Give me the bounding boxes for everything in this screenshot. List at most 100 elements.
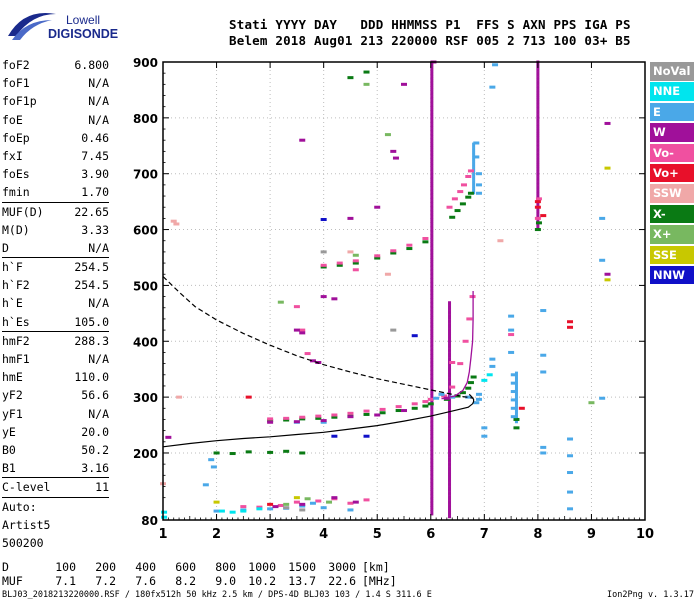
echo-point bbox=[304, 352, 311, 356]
echo-column-point bbox=[430, 159, 434, 163]
echo-column-point bbox=[448, 357, 452, 360]
echo-column-point bbox=[448, 450, 452, 454]
echo-column-point bbox=[430, 407, 434, 411]
echo-column-point bbox=[430, 454, 434, 458]
logo-line1: Lowell bbox=[66, 13, 100, 27]
echo-point bbox=[438, 392, 445, 396]
parameter-list: foF2 6.800 foF1 N/A foF1p N/A foE N/A foEp 0.46 fx… bbox=[2, 56, 109, 552]
echo-point bbox=[347, 76, 354, 80]
param-row: B1 3.16 bbox=[2, 459, 109, 477]
echo-column-point bbox=[430, 204, 434, 208]
echo-column-point bbox=[536, 82, 540, 86]
echo-point bbox=[213, 500, 220, 504]
echo-point bbox=[567, 437, 574, 441]
echo-column-point bbox=[430, 262, 434, 266]
echo-column-point bbox=[448, 439, 452, 443]
echo-column-point bbox=[430, 101, 434, 105]
echo-point bbox=[390, 251, 397, 255]
echo-column-point bbox=[536, 85, 540, 88]
echo-column-point bbox=[430, 264, 434, 268]
echo-column-point bbox=[472, 182, 476, 186]
echo-point bbox=[567, 471, 574, 475]
echo-column-point bbox=[430, 106, 434, 109]
param-row: D N/A bbox=[2, 239, 109, 257]
param-row: Artist5 bbox=[2, 516, 109, 534]
echo-point bbox=[347, 508, 354, 512]
echo-column-point bbox=[430, 490, 434, 494]
echo-column-point bbox=[430, 434, 434, 438]
echo-point bbox=[283, 418, 290, 422]
echo-column-point bbox=[430, 278, 434, 281]
echo-column-point bbox=[536, 147, 540, 151]
echo-column-point bbox=[430, 289, 434, 292]
echo-column-point bbox=[536, 152, 540, 155]
echo-column-point bbox=[536, 203, 540, 206]
echo-point bbox=[427, 402, 434, 406]
param-name: foEs bbox=[2, 167, 30, 182]
echo-column-point bbox=[448, 370, 452, 373]
echo-column-point bbox=[514, 405, 518, 408]
echo-column-point bbox=[472, 158, 476, 161]
echo-column-point bbox=[514, 387, 518, 390]
echo-column-point bbox=[430, 320, 434, 324]
echo-column-point bbox=[430, 153, 434, 156]
echo-point bbox=[401, 409, 407, 413]
echo-column-point bbox=[448, 321, 452, 324]
echo-point bbox=[473, 401, 480, 405]
echo-point bbox=[299, 331, 306, 335]
echo-column-point bbox=[448, 459, 452, 463]
legend-item: NoVal bbox=[650, 62, 694, 81]
echo-column-point bbox=[430, 376, 434, 380]
echo-column-point bbox=[430, 495, 434, 498]
param-value: N/A bbox=[88, 296, 109, 311]
echo-column-point bbox=[536, 143, 540, 146]
echo-column-point bbox=[448, 462, 452, 465]
param-value: 288.3 bbox=[74, 333, 109, 348]
echo-column-point bbox=[536, 176, 540, 180]
echo-column-point bbox=[430, 365, 434, 368]
echo-column-point bbox=[448, 424, 452, 427]
echo-column-point bbox=[448, 412, 452, 416]
echo-point bbox=[267, 420, 274, 424]
echo-column-point bbox=[536, 89, 540, 93]
echo-column-point bbox=[430, 115, 434, 118]
echo-column-point bbox=[448, 319, 452, 322]
echo-point bbox=[459, 202, 466, 206]
echo-column-point bbox=[536, 123, 540, 126]
echo-column-point bbox=[430, 104, 434, 107]
echo-column-point bbox=[430, 387, 434, 391]
echo-point bbox=[299, 138, 306, 142]
echo-point bbox=[534, 228, 541, 232]
echo-column-point bbox=[448, 433, 452, 436]
echo-column-point bbox=[448, 383, 452, 387]
param-value: 254.5 bbox=[74, 278, 109, 293]
echo-point bbox=[299, 415, 306, 419]
param-row: B0 50.2 bbox=[2, 441, 109, 459]
echo-point bbox=[510, 415, 517, 419]
echo-column-point bbox=[514, 393, 518, 397]
mufs-value: 22.6 bbox=[328, 574, 356, 588]
param-name: hmE bbox=[2, 370, 23, 385]
echo-column-point bbox=[448, 419, 452, 423]
echo-column-point bbox=[448, 390, 452, 394]
echo-column-point bbox=[430, 468, 434, 471]
echo-point bbox=[352, 268, 359, 272]
echo-point bbox=[304, 497, 311, 501]
echo-point bbox=[534, 200, 541, 204]
legend-item: NNW bbox=[650, 265, 694, 285]
echo-column-point bbox=[448, 486, 452, 490]
echo-column-point bbox=[448, 509, 452, 512]
echo-column-point bbox=[448, 511, 452, 514]
echo-column-point bbox=[536, 127, 540, 131]
echo-point bbox=[347, 216, 354, 220]
param-name: Auto: bbox=[2, 499, 37, 514]
echo-column-point bbox=[448, 339, 452, 342]
echo-point bbox=[457, 362, 464, 366]
distances-value: 1000 bbox=[248, 560, 276, 574]
echo-point bbox=[173, 222, 180, 226]
y-tick-label: 80 bbox=[141, 514, 158, 528]
ionogram-chart: 1 2 3 4 5 6 7 8 9 10 80 200 300 400 500 600 700 800 900 bbox=[133, 56, 654, 542]
echo-column-point bbox=[430, 273, 434, 277]
muf-row: MUF 7.1 7.2 7.6 8.2 9.0 10.2 13.7 22.6 [MHz] bbox=[2, 574, 397, 588]
echo-column-point bbox=[536, 109, 540, 113]
